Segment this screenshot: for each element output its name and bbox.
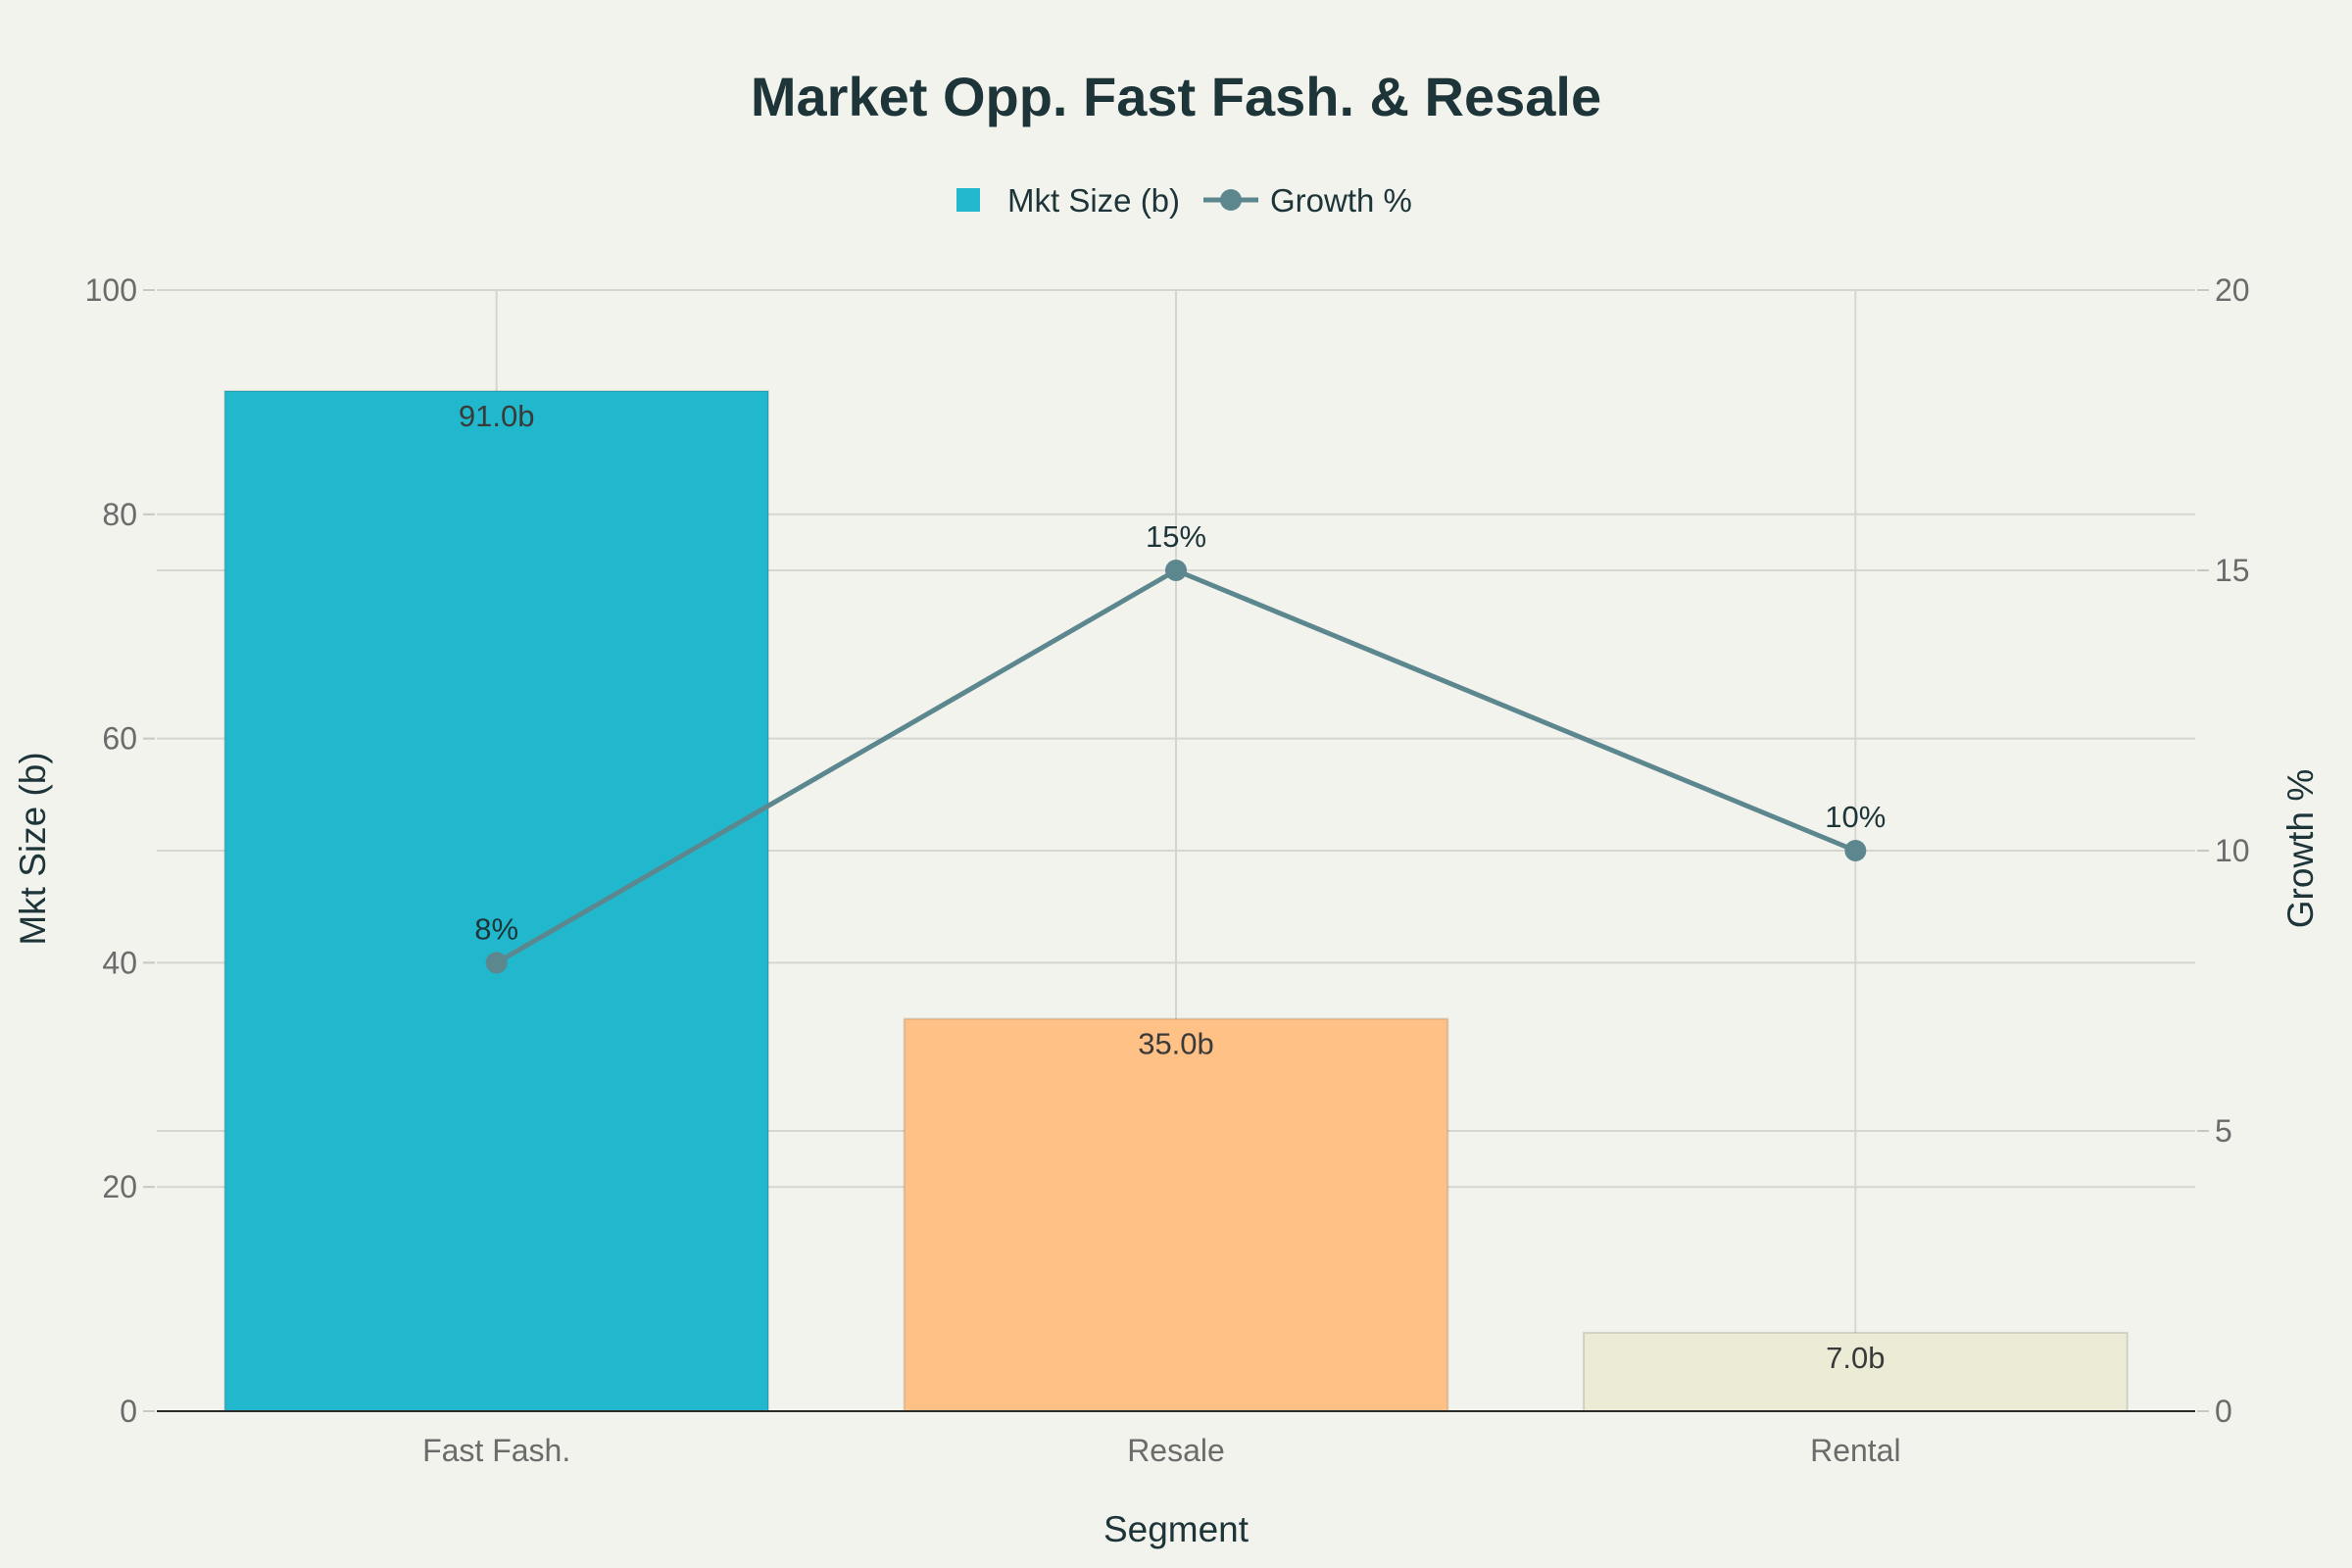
y-tick-label: 100 — [85, 272, 137, 308]
legend-swatch-marker — [1220, 189, 1242, 211]
legend-swatch-bar — [956, 188, 980, 212]
tick-labels: 0 20 40 60 80 100 0 5 10 15 20 Fast Fash. Resale Rent… — [85, 272, 2250, 1468]
growth-value-label: 8% — [474, 911, 518, 946]
y2-tick-label: 0 — [2215, 1394, 2232, 1429]
growth-line — [485, 560, 1867, 974]
bar — [223, 389, 770, 1413]
bar — [1583, 1331, 2129, 1413]
legend[interactable]: Mkt Size (b) Growth % — [956, 182, 1412, 219]
x-tick-label: Resale — [1127, 1433, 1225, 1468]
bar-value-label: 91.0b — [459, 399, 535, 433]
y-tick-label: 40 — [102, 945, 137, 980]
growth-point — [485, 952, 508, 974]
y2-axis-title: Growth % — [2280, 769, 2321, 928]
y-tick-label: 0 — [120, 1394, 137, 1429]
legend-label-line: Growth % — [1270, 182, 1412, 219]
bar — [903, 1017, 1449, 1412]
y-axis-title: Mkt Size (b) — [13, 752, 53, 945]
y-tick-label: 60 — [102, 721, 137, 757]
growth-value-label: 10% — [1825, 800, 1886, 834]
x-tick-label: Rental — [1810, 1433, 1901, 1468]
chart-title: Market Opp. Fast Fash. & Resale — [751, 66, 1601, 127]
x-tick-label: Fast Fash. — [422, 1433, 570, 1468]
growth-point — [1165, 560, 1187, 581]
legend-label-bar: Mkt Size (b) — [1007, 182, 1180, 219]
growth-point — [1844, 840, 1867, 861]
bar-value-label: 35.0b — [1138, 1027, 1214, 1061]
x-axis-title: Segment — [1103, 1509, 1250, 1549]
y-tick-label: 80 — [102, 497, 137, 532]
y2-tick-label: 10 — [2215, 833, 2250, 868]
y-tick-label: 20 — [102, 1169, 137, 1204]
y2-tick-label: 15 — [2215, 553, 2250, 588]
bar-value-label: 7.0b — [1826, 1341, 1885, 1375]
y2-tick-label: 5 — [2215, 1113, 2232, 1149]
y2-tick-label: 20 — [2215, 272, 2250, 308]
data-labels: 91.0b 35.0b 7.0b 8% 15% 10% — [459, 399, 1886, 1375]
growth-value-label: 15% — [1146, 519, 1206, 554]
bars — [223, 389, 2129, 1413]
